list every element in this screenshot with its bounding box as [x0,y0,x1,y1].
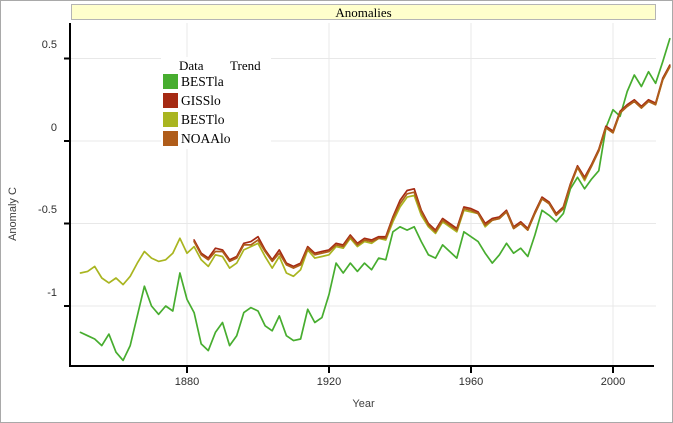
y-tick-label: 0.5 [41,39,57,51]
legend-item-NOAAlo: NOAAlo [161,131,271,146]
x-tick-label: 1920 [316,376,342,388]
legend-item-label: BESTlo [181,112,225,127]
x-tick-label: 1880 [174,376,200,388]
series-line-BESTla [79,37,671,362]
x-tick-label: 2000 [600,376,626,388]
legend-swatch-icon [163,93,178,108]
y-tick-label: 0 [50,121,57,134]
legend-header-trend: Trend [230,58,261,73]
y-tick-label: -0.5 [38,204,57,216]
y-axis-title: Anomaly C [7,187,19,241]
chart-title: Anomalies [71,4,656,20]
x-tick-label: 1960 [458,376,484,388]
legend-item-GISSlo: GISSlo [161,93,271,108]
legend: Data Trend BESTla GISSlo BESTlo NOAAlo [161,57,271,149]
series-line-NOAAlo [193,65,671,269]
y-tick-label: -1 [47,286,57,299]
legend-item-label: GISSlo [181,93,221,108]
legend-header-data: Data [179,58,204,73]
legend-swatch-icon [163,112,178,127]
legend-item-BESTlo: BESTlo [161,112,271,127]
x-axis-title: Year [352,398,375,410]
legend-swatch-icon [163,74,178,89]
legend-item-label: BESTla [181,74,224,89]
legend-item-BESTla: BESTla [161,74,271,89]
legend-item-label: NOAAlo [181,131,231,146]
legend-swatch-icon [163,131,178,146]
